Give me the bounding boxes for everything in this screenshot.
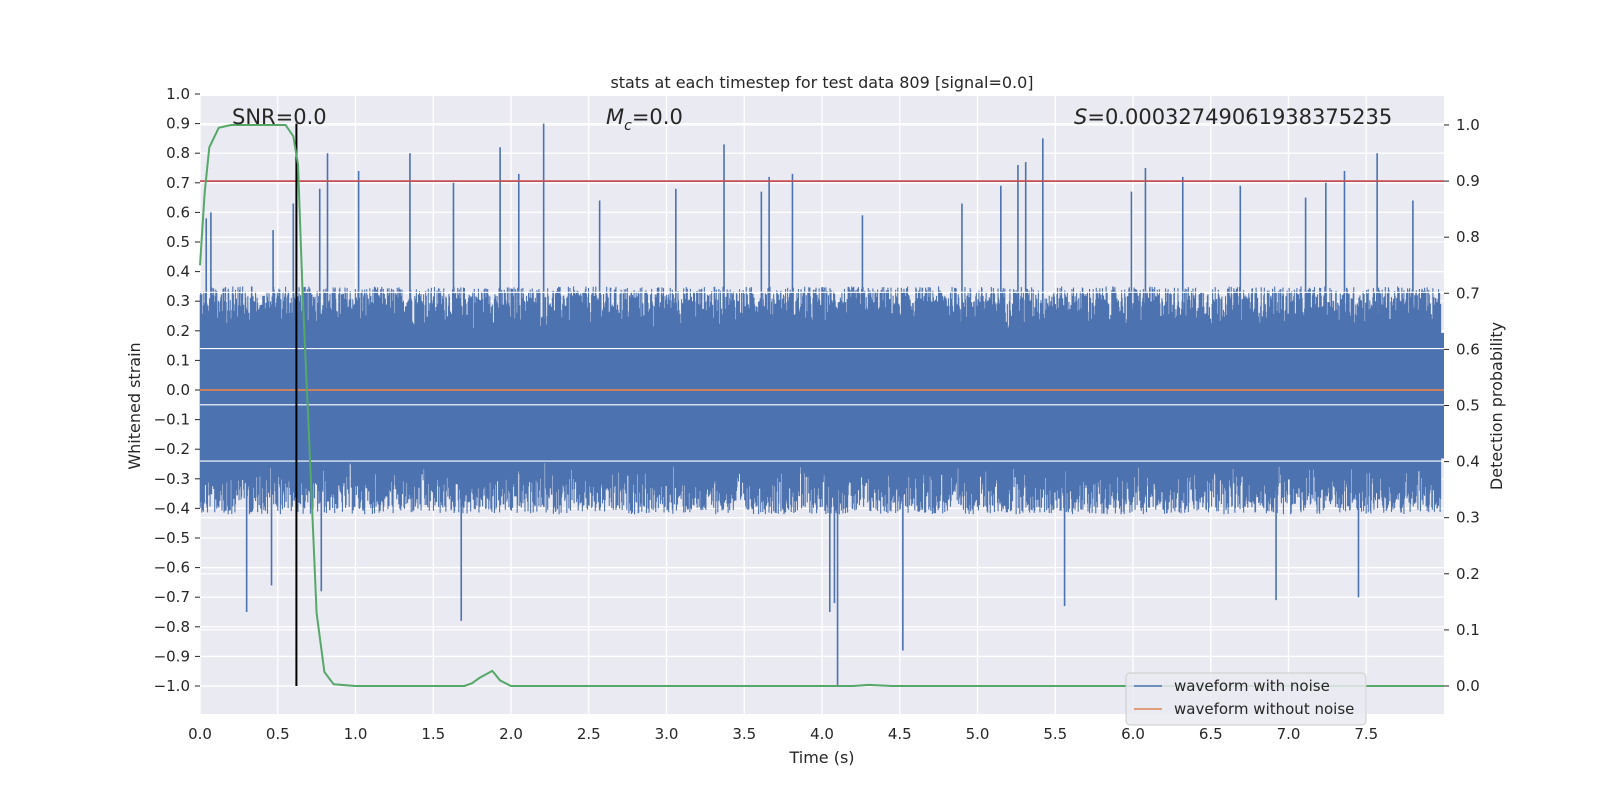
y-tick-label: −0.8	[154, 618, 190, 636]
x-tick-label: 5.5	[1043, 725, 1067, 743]
legend: waveform with noise waveform without noi…	[1125, 672, 1367, 726]
legend-label-clean: waveform without noise	[1174, 700, 1354, 718]
y-tick-label: 0.4	[166, 263, 190, 281]
y2-tick-label: 0.5	[1456, 397, 1480, 415]
snr-annotation: SNR=0.0	[232, 105, 327, 129]
x-tick-label: 7.0	[1277, 725, 1301, 743]
y-tick-label: −0.7	[154, 588, 190, 606]
y-tick-label: −1.0	[154, 677, 190, 695]
x-tick-label: 2.0	[499, 725, 523, 743]
y-tick-label: −0.6	[154, 559, 190, 577]
y2-axis-label: Detection probability	[1487, 322, 1506, 490]
y2-tick-label: 0.6	[1456, 340, 1480, 358]
chirp-mass-value: =0.0	[632, 105, 683, 129]
y-tick-label: 1.0	[166, 85, 190, 103]
y-axis-label: Whitened strain	[125, 342, 144, 469]
x-tick-label: 0.0	[188, 725, 212, 743]
y2-tick-labels: 1.0 0.9 0.8 0.7 0.6 0.5 0.4 0.3 0.2 0.1 0.0	[1444, 116, 1480, 695]
y2-tick-label: 0.9	[1456, 172, 1480, 190]
chirp-mass-subscript: c	[624, 118, 632, 134]
x-tick-label: 2.5	[577, 725, 601, 743]
y2-tick-label: 0.3	[1456, 509, 1480, 527]
y-tick-label: −0.4	[154, 499, 190, 517]
y2-tick-label: 0.8	[1456, 228, 1480, 246]
probability-line	[199, 124, 1444, 687]
y-tick-label: 0.5	[166, 233, 190, 251]
series-detection-probability	[199, 124, 1444, 687]
y-tick-label: −0.1	[154, 411, 190, 429]
x-tick-label: 0.5	[266, 725, 290, 743]
chirp-mass-annotation: Mc=0.0	[606, 105, 683, 134]
x-tick-label: 1.5	[421, 725, 445, 743]
y-tick-label: −0.2	[154, 440, 190, 458]
y-tick-label: 0.7	[166, 174, 190, 192]
s-symbol: S	[1074, 105, 1087, 129]
legend-box	[1125, 672, 1367, 726]
y-tick-label: 0.1	[166, 351, 190, 369]
y-tick-label: −0.3	[154, 470, 190, 488]
x-tick-label: 3.5	[732, 725, 756, 743]
legend-label-noise: waveform with noise	[1174, 677, 1330, 695]
x-tick-label: 6.5	[1199, 725, 1223, 743]
y2-tick-label: 1.0	[1456, 116, 1480, 134]
x-tick-label: 7.5	[1354, 725, 1378, 743]
x-tick-label: 1.0	[344, 725, 368, 743]
chirp-mass-symbol: M	[606, 105, 624, 129]
y-tick-labels: 1.0 0.9 0.8 0.7 0.6 0.5 0.4 0.3 0.2 0.1 0.0 −0.1 −0.…	[154, 85, 200, 695]
x-tick-label: 4.5	[888, 725, 912, 743]
y2-tick-label: 0.2	[1456, 565, 1480, 583]
x-tick-label: 3.0	[655, 725, 679, 743]
y2-tick-label: 0.4	[1456, 453, 1480, 471]
y-tick-label: 0.6	[166, 203, 190, 221]
series-waveform-with-noise	[199, 123, 1444, 686]
y2-tick-label: 0.0	[1456, 677, 1480, 695]
y-tick-label: 0.9	[166, 115, 190, 133]
s-annotation: S=0.0003274906193837523​5	[1074, 105, 1392, 129]
y-tick-label: 0.2	[166, 322, 190, 340]
x-tick-label: 4.0	[810, 725, 834, 743]
x-tick-labels: 0.0 0.5 1.0 1.5 2.0 2.5 3.0 3.5 4.0 4.5 5.0 5.5 6.0 6…	[188, 725, 1378, 743]
chart-title: stats at each timestep for test data 809…	[610, 73, 1033, 92]
y-tick-label: 0.3	[166, 292, 190, 310]
y2-tick-label: 0.1	[1456, 621, 1480, 639]
y-tick-label: −0.9	[154, 647, 190, 665]
y2-tick-label: 0.7	[1456, 284, 1480, 302]
y-tick-label: 0.8	[166, 144, 190, 162]
s-value: =0.0003274906193837523​5	[1087, 105, 1392, 129]
y-tick-label: −0.5	[154, 529, 190, 547]
x-tick-label: 5.0	[966, 725, 990, 743]
x-tick-label: 6.0	[1121, 725, 1145, 743]
y-tick-label: 0.0	[166, 381, 190, 399]
x-axis-label: Time (s)	[788, 748, 854, 767]
noise-core	[200, 333, 1444, 459]
